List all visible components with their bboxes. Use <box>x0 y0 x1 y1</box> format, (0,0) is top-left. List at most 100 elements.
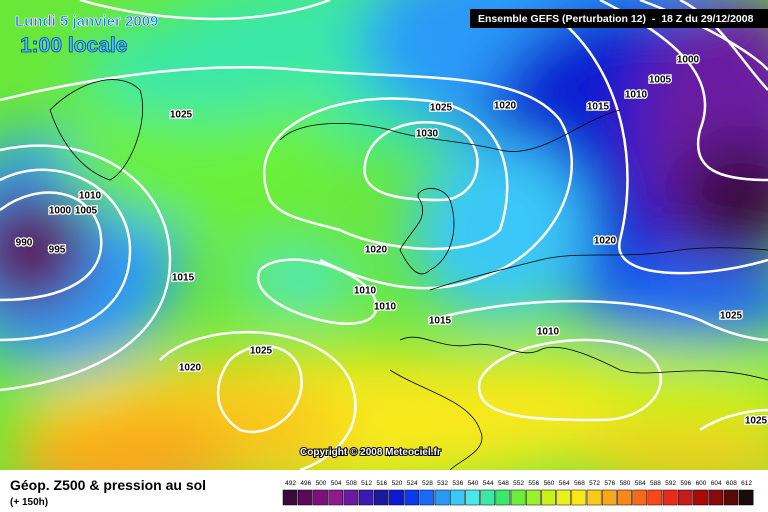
legend-swatch <box>419 489 435 506</box>
legend-level: 504 <box>331 480 342 487</box>
isobar-labels: 1000100510101015102010251030102510101000… <box>14 53 768 428</box>
legend-level: 532 <box>437 480 448 487</box>
legend-level: 572 <box>589 480 600 487</box>
isobar-label: 1025 <box>170 110 193 121</box>
isobar-label: 1010 <box>354 286 377 297</box>
legend-level: 500 <box>316 480 327 487</box>
legend-swatch <box>738 489 754 506</box>
isobar-label: 1000 <box>677 55 700 66</box>
isobar-label: 1015 <box>429 316 452 327</box>
legend-level: 544 <box>483 480 494 487</box>
legend-swatch <box>693 489 708 506</box>
legend-swatch <box>313 489 328 506</box>
legend-level: 604 <box>711 480 722 487</box>
isobar-label: 1025 <box>720 311 743 322</box>
isobar-label: 1010 <box>374 302 397 313</box>
legend-level: 592 <box>665 480 676 487</box>
legend-level: 596 <box>680 480 691 487</box>
isobar-label: 1025 <box>430 103 453 114</box>
legend-swatch <box>525 489 541 506</box>
isobar-label: 1010 <box>625 90 648 101</box>
legend-swatch <box>358 489 374 506</box>
legend-swatch <box>343 489 359 506</box>
legend-swatch <box>465 489 480 506</box>
coastlines <box>49 79 768 470</box>
legend-swatch <box>617 489 632 506</box>
legend-level: 588 <box>650 480 661 487</box>
legend-level: 584 <box>635 480 646 487</box>
legend-swatch <box>404 489 420 506</box>
run-box <box>470 9 768 28</box>
legend-swatch <box>434 489 450 506</box>
legend-swatch <box>328 489 344 506</box>
legend-level: 540 <box>468 480 479 487</box>
isobar-label: 1005 <box>649 75 672 86</box>
legend-level: 536 <box>452 480 463 487</box>
legend-level: 568 <box>574 480 585 487</box>
isobar-label: 1015 <box>172 273 195 284</box>
color-legend: 492 496 500 504 508 512 516 520 524 528 532 536 540 5… <box>282 480 754 506</box>
legend-level: 508 <box>346 480 357 487</box>
legend-swatch <box>556 489 572 506</box>
isobar-label: 1020 <box>594 236 617 247</box>
legend-level: 492 <box>285 480 296 487</box>
legend-swatch <box>632 489 648 506</box>
run-info: Ensemble GEFS (Perturbation 12) - 18 Z d… <box>478 13 754 25</box>
legend-swatch <box>662 489 678 506</box>
legend-swatch <box>373 489 389 506</box>
legend-level: 496 <box>300 480 311 487</box>
map-title: Lundi 5 janvier 2009 <box>15 13 158 30</box>
legend-swatch <box>723 489 739 506</box>
legend-swatch <box>541 489 556 506</box>
legend-level: 576 <box>604 480 615 487</box>
legend-level: 520 <box>392 480 403 487</box>
legend-level: 548 <box>498 480 509 487</box>
isobar-label: 1005 <box>75 206 98 217</box>
isobar-label: 1010 <box>79 191 102 202</box>
legend-swatch <box>647 489 663 506</box>
legend-level: 516 <box>376 480 387 487</box>
legend-swatch <box>677 489 693 506</box>
isobar-label: 1025 <box>250 346 273 357</box>
copyright: Copyright © 2008 Meteociel.fr <box>300 447 441 458</box>
isobar-label: 1020 <box>179 363 202 374</box>
footer-lead: (+ 150h) <box>10 497 48 508</box>
legend-swatch <box>708 489 724 506</box>
isobar-label: 1020 <box>365 245 388 256</box>
isobars <box>0 0 768 470</box>
legend-level: 612 <box>741 480 752 487</box>
footer-title: Géop. Z500 & pression au sol <box>10 477 206 493</box>
legend-swatch <box>571 489 587 506</box>
legend-level: 608 <box>726 480 737 487</box>
legend-swatch <box>601 489 617 506</box>
legend-level: 580 <box>620 480 631 487</box>
legend-swatch <box>480 489 496 506</box>
legend-level: 552 <box>513 480 524 487</box>
legend-level: 524 <box>407 480 418 487</box>
isobar-label: 1000 <box>49 206 72 217</box>
legend-swatch <box>510 489 526 506</box>
legend-level: 512 <box>361 480 372 487</box>
legend-level: 556 <box>528 480 539 487</box>
isobar-label: 1030 <box>416 129 439 140</box>
isobar-label: 1020 <box>494 101 517 112</box>
local-time: 1:00 locale <box>20 34 127 57</box>
isobar-label: 1015 <box>587 102 610 113</box>
legend-swatch <box>495 489 511 506</box>
legend-swatch <box>389 489 404 506</box>
isobar-label: 990 <box>16 238 33 249</box>
isobar-label: 1025 <box>745 416 768 427</box>
legend-level: 564 <box>559 480 570 487</box>
legend-swatch <box>586 489 602 506</box>
legend-swatch <box>282 489 298 506</box>
legend-swatch <box>297 489 313 506</box>
isobar-label: 1010 <box>537 327 560 338</box>
legend-level: 600 <box>696 480 707 487</box>
isobar-label: 995 <box>49 245 66 256</box>
legend-swatch <box>449 489 465 506</box>
legend-level: 528 <box>422 480 433 487</box>
legend-level: 560 <box>544 480 555 487</box>
